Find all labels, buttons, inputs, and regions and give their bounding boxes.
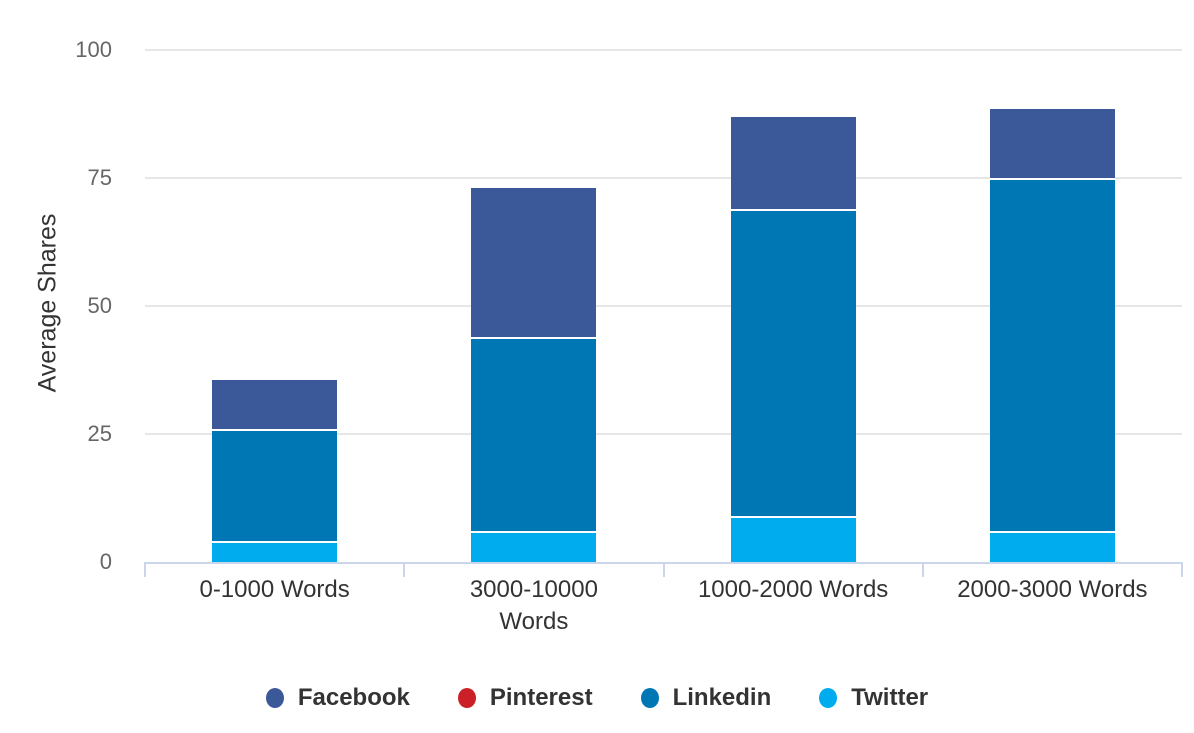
bar-segment-twitter[interactable] xyxy=(212,541,338,562)
bar-segment-facebook[interactable] xyxy=(212,380,338,429)
y-tick-label: 50 xyxy=(87,293,112,318)
bar-stack xyxy=(730,116,856,562)
legend-item-facebook[interactable]: Facebook xyxy=(265,684,410,712)
legend-item-twitter[interactable]: Twitter xyxy=(819,684,928,712)
x-tick-mark xyxy=(662,562,665,577)
gridline xyxy=(145,49,1182,51)
x-category-label-line: 2000-3000 Words xyxy=(957,576,1148,603)
x-category-label-line: 1000-2000 Words xyxy=(697,576,889,603)
y-tick-label: 25 xyxy=(87,421,112,446)
bar-segment-facebook[interactable] xyxy=(471,188,597,337)
x-category-label-line: Words xyxy=(499,608,569,635)
y-tick-label: 0 xyxy=(99,549,112,574)
x-category-label: 3000-10000 Words xyxy=(404,574,663,638)
bar-segment-twitter[interactable] xyxy=(989,531,1115,562)
gridline xyxy=(145,305,1182,307)
bar-segment-twitter[interactable] xyxy=(730,515,856,562)
x-category-label: 0-1000 Words xyxy=(145,574,404,606)
legend-marker-twitter-icon xyxy=(819,688,838,708)
x-tick-mark xyxy=(921,562,924,577)
y-tick-label: 75 xyxy=(87,165,112,190)
gridline xyxy=(145,177,1182,179)
bar-segment-twitter[interactable] xyxy=(471,531,597,562)
x-category-label-line: 3000-10000 xyxy=(469,576,598,603)
gridline xyxy=(145,433,1182,435)
bar-stack xyxy=(212,380,338,562)
bar-stack xyxy=(989,108,1115,562)
legend-item-pinterest[interactable]: Pinterest xyxy=(457,684,593,712)
legend: Facebook Pinterest Linkedin Twitter xyxy=(0,676,1194,720)
x-category-label: 1000-2000 Words xyxy=(664,574,923,606)
x-tick-mark xyxy=(1181,562,1183,577)
bar-segment-facebook[interactable] xyxy=(730,116,856,209)
legend-label: Twitter xyxy=(851,684,929,711)
x-tick-mark xyxy=(403,562,406,577)
legend-label: Linkedin xyxy=(672,684,772,711)
bar-stack xyxy=(471,188,597,562)
legend-item-linkedin[interactable]: Linkedin xyxy=(640,684,772,712)
bar-segment-linkedin[interactable] xyxy=(212,428,338,542)
legend-label: Pinterest xyxy=(489,684,593,711)
bar-segment-linkedin[interactable] xyxy=(730,208,856,516)
legend-marker-pinterest-icon xyxy=(457,688,476,708)
bar-segment-linkedin[interactable] xyxy=(989,177,1115,532)
legend-label: Facebook xyxy=(297,684,410,711)
x-tick-mark xyxy=(144,562,146,577)
y-tick-label: 100 xyxy=(75,37,112,62)
x-category-label-line: 0-1000 Words xyxy=(199,576,350,603)
bar-segment-linkedin[interactable] xyxy=(471,336,597,532)
legend-marker-linkedin-icon xyxy=(640,688,659,708)
legend-marker-facebook-icon xyxy=(265,688,284,708)
bar-segment-facebook[interactable] xyxy=(989,108,1115,178)
x-category-label: 2000-3000 Words xyxy=(923,574,1182,606)
